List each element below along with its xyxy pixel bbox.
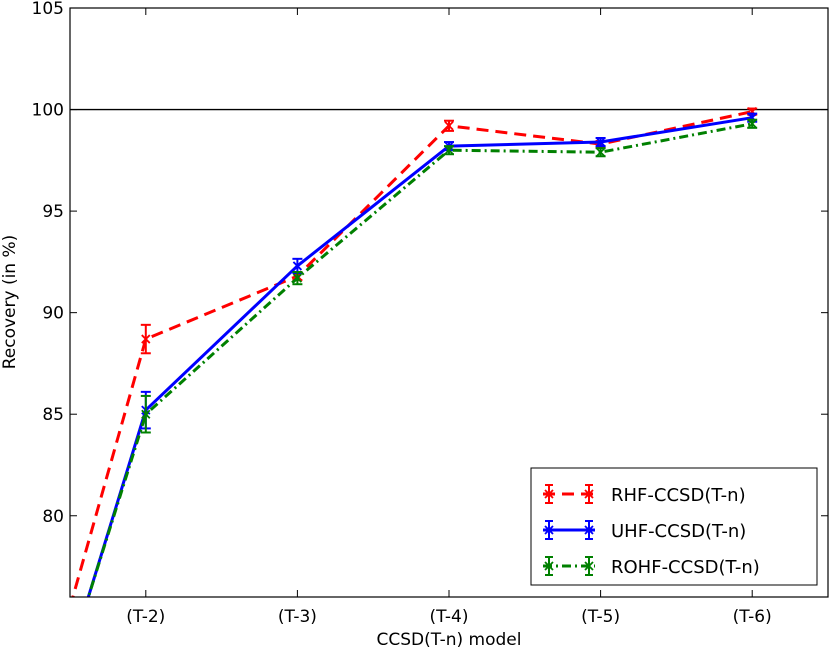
data-point-marker bbox=[141, 409, 151, 419]
data-point-marker bbox=[444, 145, 454, 155]
marker-stroke bbox=[595, 137, 606, 147]
legend-box bbox=[530, 467, 818, 586]
series-line-0 bbox=[71, 110, 753, 597]
y-tick-label: 80 bbox=[42, 507, 64, 527]
data-point-marker bbox=[141, 334, 151, 344]
legend-marker bbox=[544, 525, 554, 535]
ticks-layer: (T-2) (T-3) (T-4) (T-5) (T-6) 80 85 90 95 100 105 bbox=[32, 0, 828, 627]
y-tick-label: 95 bbox=[42, 202, 64, 222]
legend-label-2: ROHF-CCSD(T-n) bbox=[611, 557, 760, 578]
legend-item-2: ROHF-CCSD(T-n) bbox=[543, 556, 760, 578]
x-axis-label: CCSD(T-n) model bbox=[377, 630, 522, 650]
data-point-marker bbox=[747, 119, 757, 129]
data-point-marker bbox=[595, 137, 606, 147]
data-point-marker bbox=[595, 147, 606, 157]
y-tick-label: 90 bbox=[42, 304, 64, 324]
y-axis-label: Recovery (in %) bbox=[0, 235, 20, 370]
legend-item-0: RHF-CCSD(T-n) bbox=[543, 484, 746, 506]
y-tick-label: 105 bbox=[32, 0, 64, 19]
marker-stroke bbox=[292, 273, 303, 283]
legend-marker bbox=[584, 525, 594, 535]
marker-stroke bbox=[444, 121, 454, 131]
legend-marker bbox=[584, 489, 594, 499]
series-2 bbox=[86, 118, 758, 597]
legend-label-0: RHF-CCSD(T-n) bbox=[611, 485, 746, 506]
legend: RHF-CCSD(T-n) UHF-CCSD(T-n) ROHF-CCSD(T-n) bbox=[530, 467, 818, 586]
x-tick-label: (T-4) bbox=[429, 607, 468, 627]
y-tick-label: 85 bbox=[42, 405, 64, 425]
x-tick-label: (T-5) bbox=[581, 607, 620, 627]
data-point-marker bbox=[292, 261, 303, 271]
marker-stroke bbox=[444, 145, 454, 155]
legend-marker bbox=[544, 489, 554, 499]
marker-stroke bbox=[292, 261, 303, 271]
legend-item-1: UHF-CCSD(T-n) bbox=[543, 520, 746, 542]
legend-label-1: UHF-CCSD(T-n) bbox=[611, 521, 746, 542]
x-tick-label: (T-2) bbox=[126, 607, 165, 627]
legend-marker bbox=[544, 561, 554, 571]
series-line-2 bbox=[86, 122, 753, 597]
data-point-marker bbox=[444, 121, 454, 131]
x-tick-label: (T-6) bbox=[733, 607, 772, 627]
y-tick-label: 100 bbox=[32, 101, 64, 121]
marker-stroke bbox=[595, 147, 606, 157]
marker-stroke bbox=[141, 334, 151, 344]
x-tick-label: (T-3) bbox=[278, 607, 317, 627]
legend-marker bbox=[584, 561, 594, 571]
series-layer bbox=[71, 106, 758, 597]
marker-stroke bbox=[141, 409, 151, 419]
marker-stroke bbox=[747, 119, 757, 129]
data-point-marker bbox=[292, 273, 303, 283]
